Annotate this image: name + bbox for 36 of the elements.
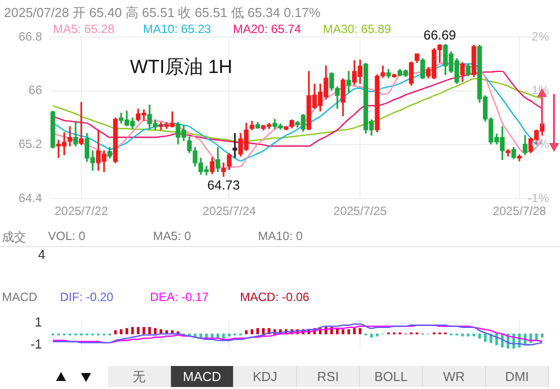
- text: 无: [108, 366, 171, 387]
- x-tick-label: 2025/7/25: [333, 204, 388, 218]
- y2-tick-label: 2%: [532, 29, 550, 44]
- text: MACD: [171, 366, 234, 387]
- annotation: 66.69: [423, 27, 456, 42]
- text: MA5: 65.28: [53, 22, 116, 36]
- annotation: 64.73: [207, 177, 240, 192]
- text: DMI: [486, 366, 549, 387]
- text: BOLL: [360, 366, 423, 387]
- y-tick-label: 64.4: [18, 190, 42, 205]
- x-tick-label: 2025/7/24: [202, 204, 256, 218]
- text: KDJ: [234, 366, 297, 387]
- chart-subtitle: 2025/07/28 开 65.40 高 65.51 收 65.51 低 65.34 0.17%: [4, 4, 321, 22]
- text: MACD: -0.06: [240, 290, 310, 304]
- y-tick-label: 1: [34, 314, 42, 330]
- text: 4: [38, 247, 46, 262]
- y-tick-label: -1: [30, 336, 42, 352]
- y-tick-label: 65.2: [18, 137, 42, 152]
- text: 成交: [2, 229, 26, 246]
- x-tick-label: 2025/7/28: [492, 204, 546, 218]
- text: RSI: [297, 366, 360, 387]
- y2-tick-label: -1%: [528, 190, 550, 205]
- text: MA10: 0: [258, 229, 304, 243]
- y-axis-title: MACD: [2, 290, 38, 304]
- text: MA10: 65.23: [143, 22, 212, 36]
- y-tick-label: 66.8: [18, 29, 42, 44]
- text: MA5: 0: [153, 229, 192, 243]
- text: WR: [423, 366, 486, 387]
- x-tick-label: 2025/7/22: [54, 204, 108, 218]
- text: MA30: 65.89: [323, 22, 392, 36]
- y-tick-label: 66: [28, 83, 42, 98]
- text: DIF: -0.20: [60, 290, 114, 304]
- text: MA20: 65.74: [233, 22, 302, 36]
- text: WTI原油 1H: [130, 56, 232, 80]
- text: DEA: -0.17: [150, 290, 210, 304]
- text: VOL: 0: [48, 229, 86, 243]
